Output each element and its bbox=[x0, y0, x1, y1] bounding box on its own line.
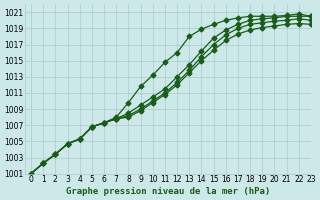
X-axis label: Graphe pression niveau de la mer (hPa): Graphe pression niveau de la mer (hPa) bbox=[66, 187, 270, 196]
